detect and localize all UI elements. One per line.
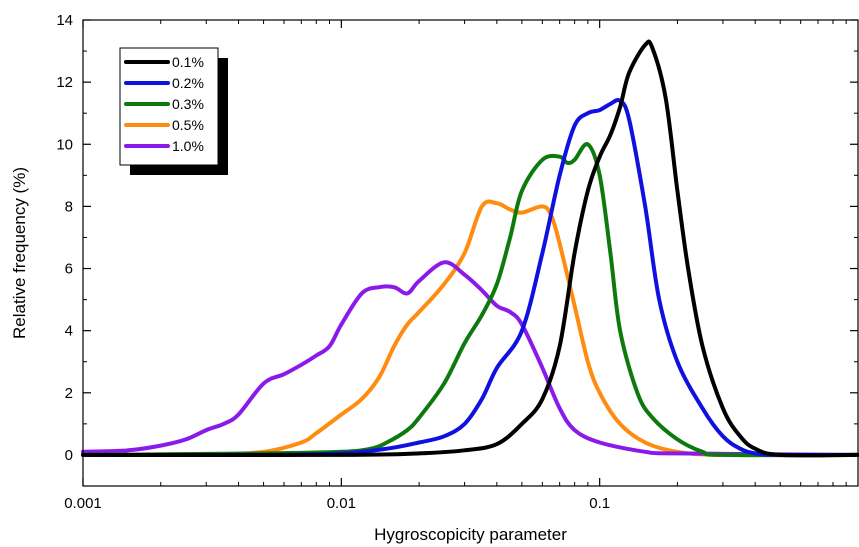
legend-label: 0.3% <box>172 96 204 112</box>
legend-label: 0.2% <box>172 75 204 91</box>
y-tick-label: 2 <box>65 385 73 402</box>
x-tick-label: 0.1 <box>589 495 610 512</box>
y-tick-label: 14 <box>56 12 73 29</box>
legend: 0.1% 0.2% 0.3% 0.5% 1.0% <box>120 48 228 175</box>
y-tick-label: 12 <box>56 74 73 91</box>
x-tick-label: 0.01 <box>327 495 356 512</box>
x-axis-title: Hygroscopicity parameter <box>374 525 567 544</box>
legend-label: 0.5% <box>172 117 204 133</box>
legend-label: 1.0% <box>172 138 204 154</box>
y-tick-label: 6 <box>65 261 73 278</box>
legend-label: 0.1% <box>172 54 204 70</box>
x-tick-label: 0.001 <box>64 495 102 512</box>
series-line-1.0% <box>83 262 858 455</box>
y-tick-label: 0 <box>65 447 73 464</box>
y-tick-label: 10 <box>56 136 73 153</box>
series-line-0.3% <box>83 144 858 455</box>
y-axis-title: Relative frequency (%) <box>10 167 29 339</box>
y-tick-label: 4 <box>65 323 73 340</box>
y-tick-label: 8 <box>65 198 73 215</box>
